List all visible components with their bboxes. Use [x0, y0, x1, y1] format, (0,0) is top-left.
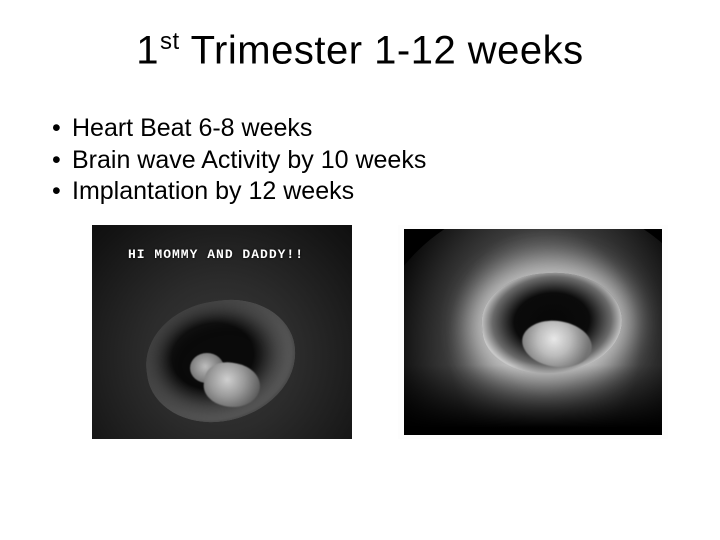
slide: 1st Trimester 1-12 weeks Heart Beat 6-8 … [0, 0, 720, 540]
image-row: HI MOMMY AND DADDY!! [92, 225, 672, 439]
ultrasound-inner [404, 229, 662, 435]
ultrasound-overlay-text: HI MOMMY AND DADDY!! [128, 247, 304, 262]
list-item: Brain wave Activity by 10 weeks [52, 145, 672, 176]
ultrasound-image-left: HI MOMMY AND DADDY!! [92, 225, 352, 439]
title-rest: Trimester 1-12 weeks [180, 28, 584, 72]
ultrasound-image-right [398, 225, 668, 439]
bullet-list: Heart Beat 6-8 weeks Brain wave Activity… [52, 113, 672, 207]
bullet-text: Implantation by 12 weeks [72, 177, 354, 205]
list-item: Implantation by 12 weeks [52, 176, 672, 207]
title-ordinal-suffix: st [160, 28, 180, 55]
title-ordinal-number: 1 [136, 28, 159, 72]
bullet-text: Heart Beat 6-8 weeks [72, 114, 312, 142]
slide-title: 1st Trimester 1-12 weeks [48, 28, 672, 73]
list-item: Heart Beat 6-8 weeks [52, 113, 672, 144]
shadow-gradient [404, 365, 662, 435]
bullet-text: Brain wave Activity by 10 weeks [72, 146, 426, 174]
